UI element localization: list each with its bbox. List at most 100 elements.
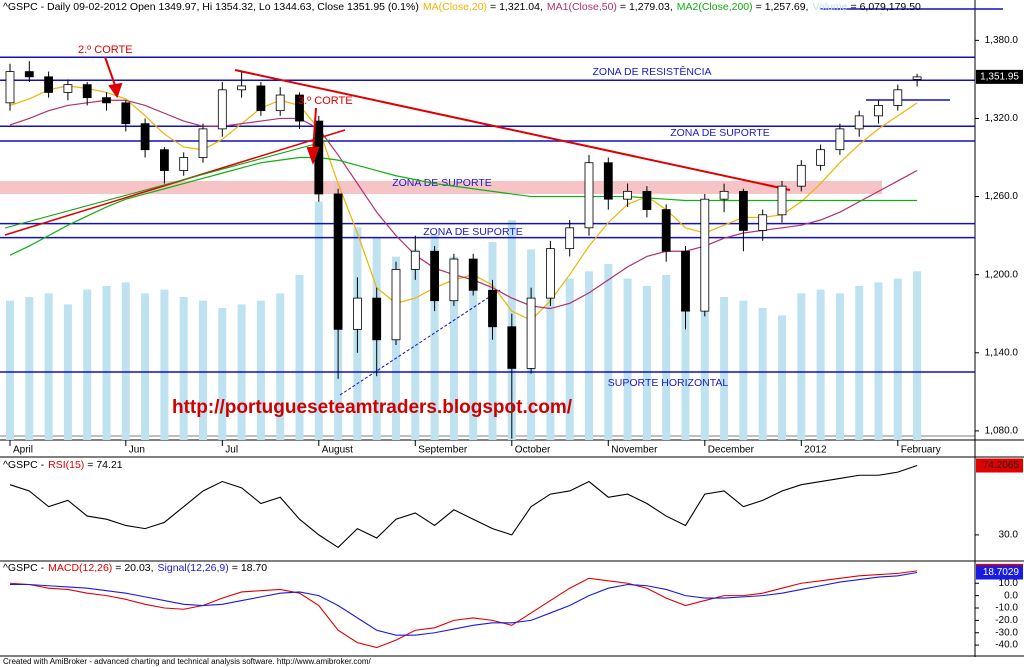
- y-tick-label: 1,260.0: [985, 191, 1019, 202]
- legend-name: MA(Close,20): [423, 1, 487, 13]
- last-value-label: 1,351.95: [980, 72, 1019, 83]
- candle-body: [912, 76, 922, 80]
- y-tick-label: -20.0: [995, 615, 1018, 626]
- volume-bar: [141, 293, 150, 440]
- volume-bar: [565, 278, 574, 440]
- x-tick-label: Jul: [225, 445, 238, 456]
- volume-bar: [758, 308, 767, 440]
- volume-bar: [797, 293, 806, 440]
- candle-body: [584, 162, 594, 229]
- moving-average: [9, 156, 918, 256]
- volume-bar: [662, 275, 671, 440]
- volume-bar: [681, 271, 690, 440]
- volume-bar: [83, 289, 92, 440]
- legend-name: RSI(15): [48, 459, 84, 471]
- candle-body: [102, 97, 111, 104]
- zone-label: ZONA DE RESISTÊNCIA: [592, 65, 711, 78]
- candle-body: [217, 89, 227, 130]
- volume-bar: [392, 256, 400, 440]
- y-tick-label: 0.0: [1004, 590, 1018, 601]
- volume-bar: [546, 271, 555, 440]
- volume-bar: [874, 282, 883, 440]
- candle-body: [24, 71, 34, 78]
- candle-body: [140, 123, 150, 151]
- candle-body: [893, 89, 903, 106]
- candle-body: [63, 84, 73, 93]
- x-tick-label: October: [515, 445, 551, 456]
- annotation: 2.º CORTE: [78, 44, 133, 56]
- candle-body: [410, 250, 420, 270]
- candle-body: [623, 190, 632, 200]
- candle-body: [82, 84, 92, 99]
- volume-bar: [855, 286, 864, 440]
- candle-body: [179, 157, 189, 171]
- candle-body: [816, 149, 825, 166]
- candle-body: [5, 71, 15, 104]
- y-tick-label: 10.0: [999, 578, 1019, 589]
- arrow: [306, 107, 320, 165]
- y-tick-label: -30.0: [995, 627, 1018, 638]
- volume-bar: [488, 242, 497, 440]
- candle-body: [700, 198, 710, 312]
- header-text: ^GSPC - Daily 09-02-2012 Open 1349.97, H…: [3, 1, 419, 13]
- candle-body: [237, 85, 247, 91]
- legend-value: = 20.03,: [115, 562, 153, 574]
- legend-value: = 18.70: [232, 562, 267, 574]
- volume-bar: [893, 278, 902, 440]
- volume-bar: [276, 293, 285, 440]
- price-header: ^GSPC - Daily 09-02-2012 Open 1349.97, H…: [3, 1, 921, 13]
- volume-bar: [835, 293, 844, 440]
- volume-bar: [295, 275, 304, 440]
- volume-bar: [739, 300, 748, 440]
- candle-body: [603, 162, 613, 200]
- y-tick-label: 1,080.0: [985, 426, 1019, 437]
- legend-name: MACD(12,26): [48, 562, 112, 574]
- volume-bar: [218, 308, 227, 440]
- volume-bar: [469, 264, 478, 440]
- x-tick-label: August: [322, 445, 353, 456]
- candle-body: [874, 105, 883, 117]
- trend-line: [4, 129, 346, 236]
- candle-body: [661, 209, 671, 252]
- legend-name: Signal(12,26,9): [158, 562, 229, 574]
- candle-body: [275, 94, 285, 112]
- trend-line: [339, 289, 501, 396]
- volume-bar: [160, 289, 169, 440]
- legend-value: = 1,279.03,: [620, 1, 673, 13]
- trend-line: [234, 69, 791, 191]
- volume-bar: [623, 278, 632, 440]
- candle-body: [372, 297, 382, 341]
- legend-value: = 6,079,179.50: [851, 1, 922, 13]
- candle-body: [758, 214, 768, 231]
- volume-bar: [411, 249, 420, 440]
- candle-body: [121, 102, 131, 125]
- candle-body: [198, 128, 208, 158]
- annotation: 3.º CORTE: [298, 95, 353, 107]
- header-text: ^GSPC -: [3, 562, 45, 574]
- volume-bar: [449, 256, 458, 440]
- last-value-label: 18.7029: [983, 567, 1020, 578]
- volume-bar: [604, 264, 613, 440]
- legend-value: = 74.21: [87, 459, 122, 471]
- volume-bar: [6, 300, 14, 440]
- y-tick-label: -40.0: [995, 640, 1018, 651]
- candle-body: [314, 120, 324, 195]
- volume-bar: [25, 297, 34, 440]
- volume-bar: [720, 297, 729, 440]
- candle-body: [333, 193, 343, 330]
- x-tick-label: April: [13, 445, 33, 456]
- zone-label: ZONA DE SUPORTE: [670, 127, 770, 139]
- candle-body: [719, 190, 729, 200]
- candle-body: [546, 248, 555, 299]
- y-tick-label: -10.0: [995, 603, 1018, 614]
- y-tick-label: 1,320.0: [985, 113, 1019, 124]
- x-tick-label: 2012: [804, 445, 827, 456]
- x-tick-label: November: [611, 445, 658, 456]
- volume-bar: [179, 297, 188, 440]
- volume-bar: [778, 315, 786, 440]
- candle-body: [256, 85, 266, 112]
- candle-body: [681, 250, 690, 312]
- last-value-box: [976, 565, 1023, 580]
- legend-value: = 1,321.04,: [490, 1, 543, 13]
- indicator-line: [9, 570, 918, 649]
